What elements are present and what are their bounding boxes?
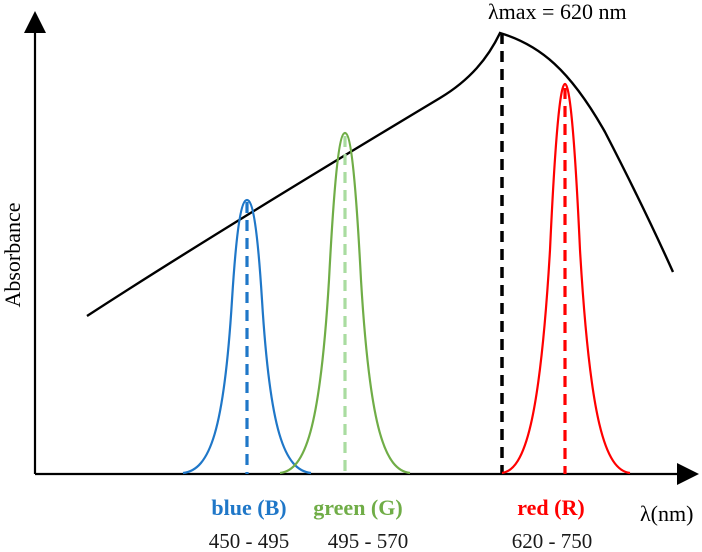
y-axis-label: Absorbance <box>0 202 25 307</box>
green-band-name: green (G) <box>313 495 402 520</box>
red-band-range: 620 - 750 <box>512 529 593 552</box>
green-band-curve <box>279 131 411 475</box>
blue-band-name: blue (B) <box>211 495 286 520</box>
green-band-range: 495 - 570 <box>328 529 409 552</box>
x-axis-label: λ(nm) <box>640 501 693 526</box>
blue-band-range: 450 - 495 <box>209 529 290 552</box>
absorbance-curve <box>86 31 675 318</box>
red-band-curve <box>501 82 631 475</box>
red-band-name: red (R) <box>517 495 584 520</box>
blue-band-curve <box>182 198 312 475</box>
lambda-max-label: λmax = 620 nm <box>488 0 627 24</box>
